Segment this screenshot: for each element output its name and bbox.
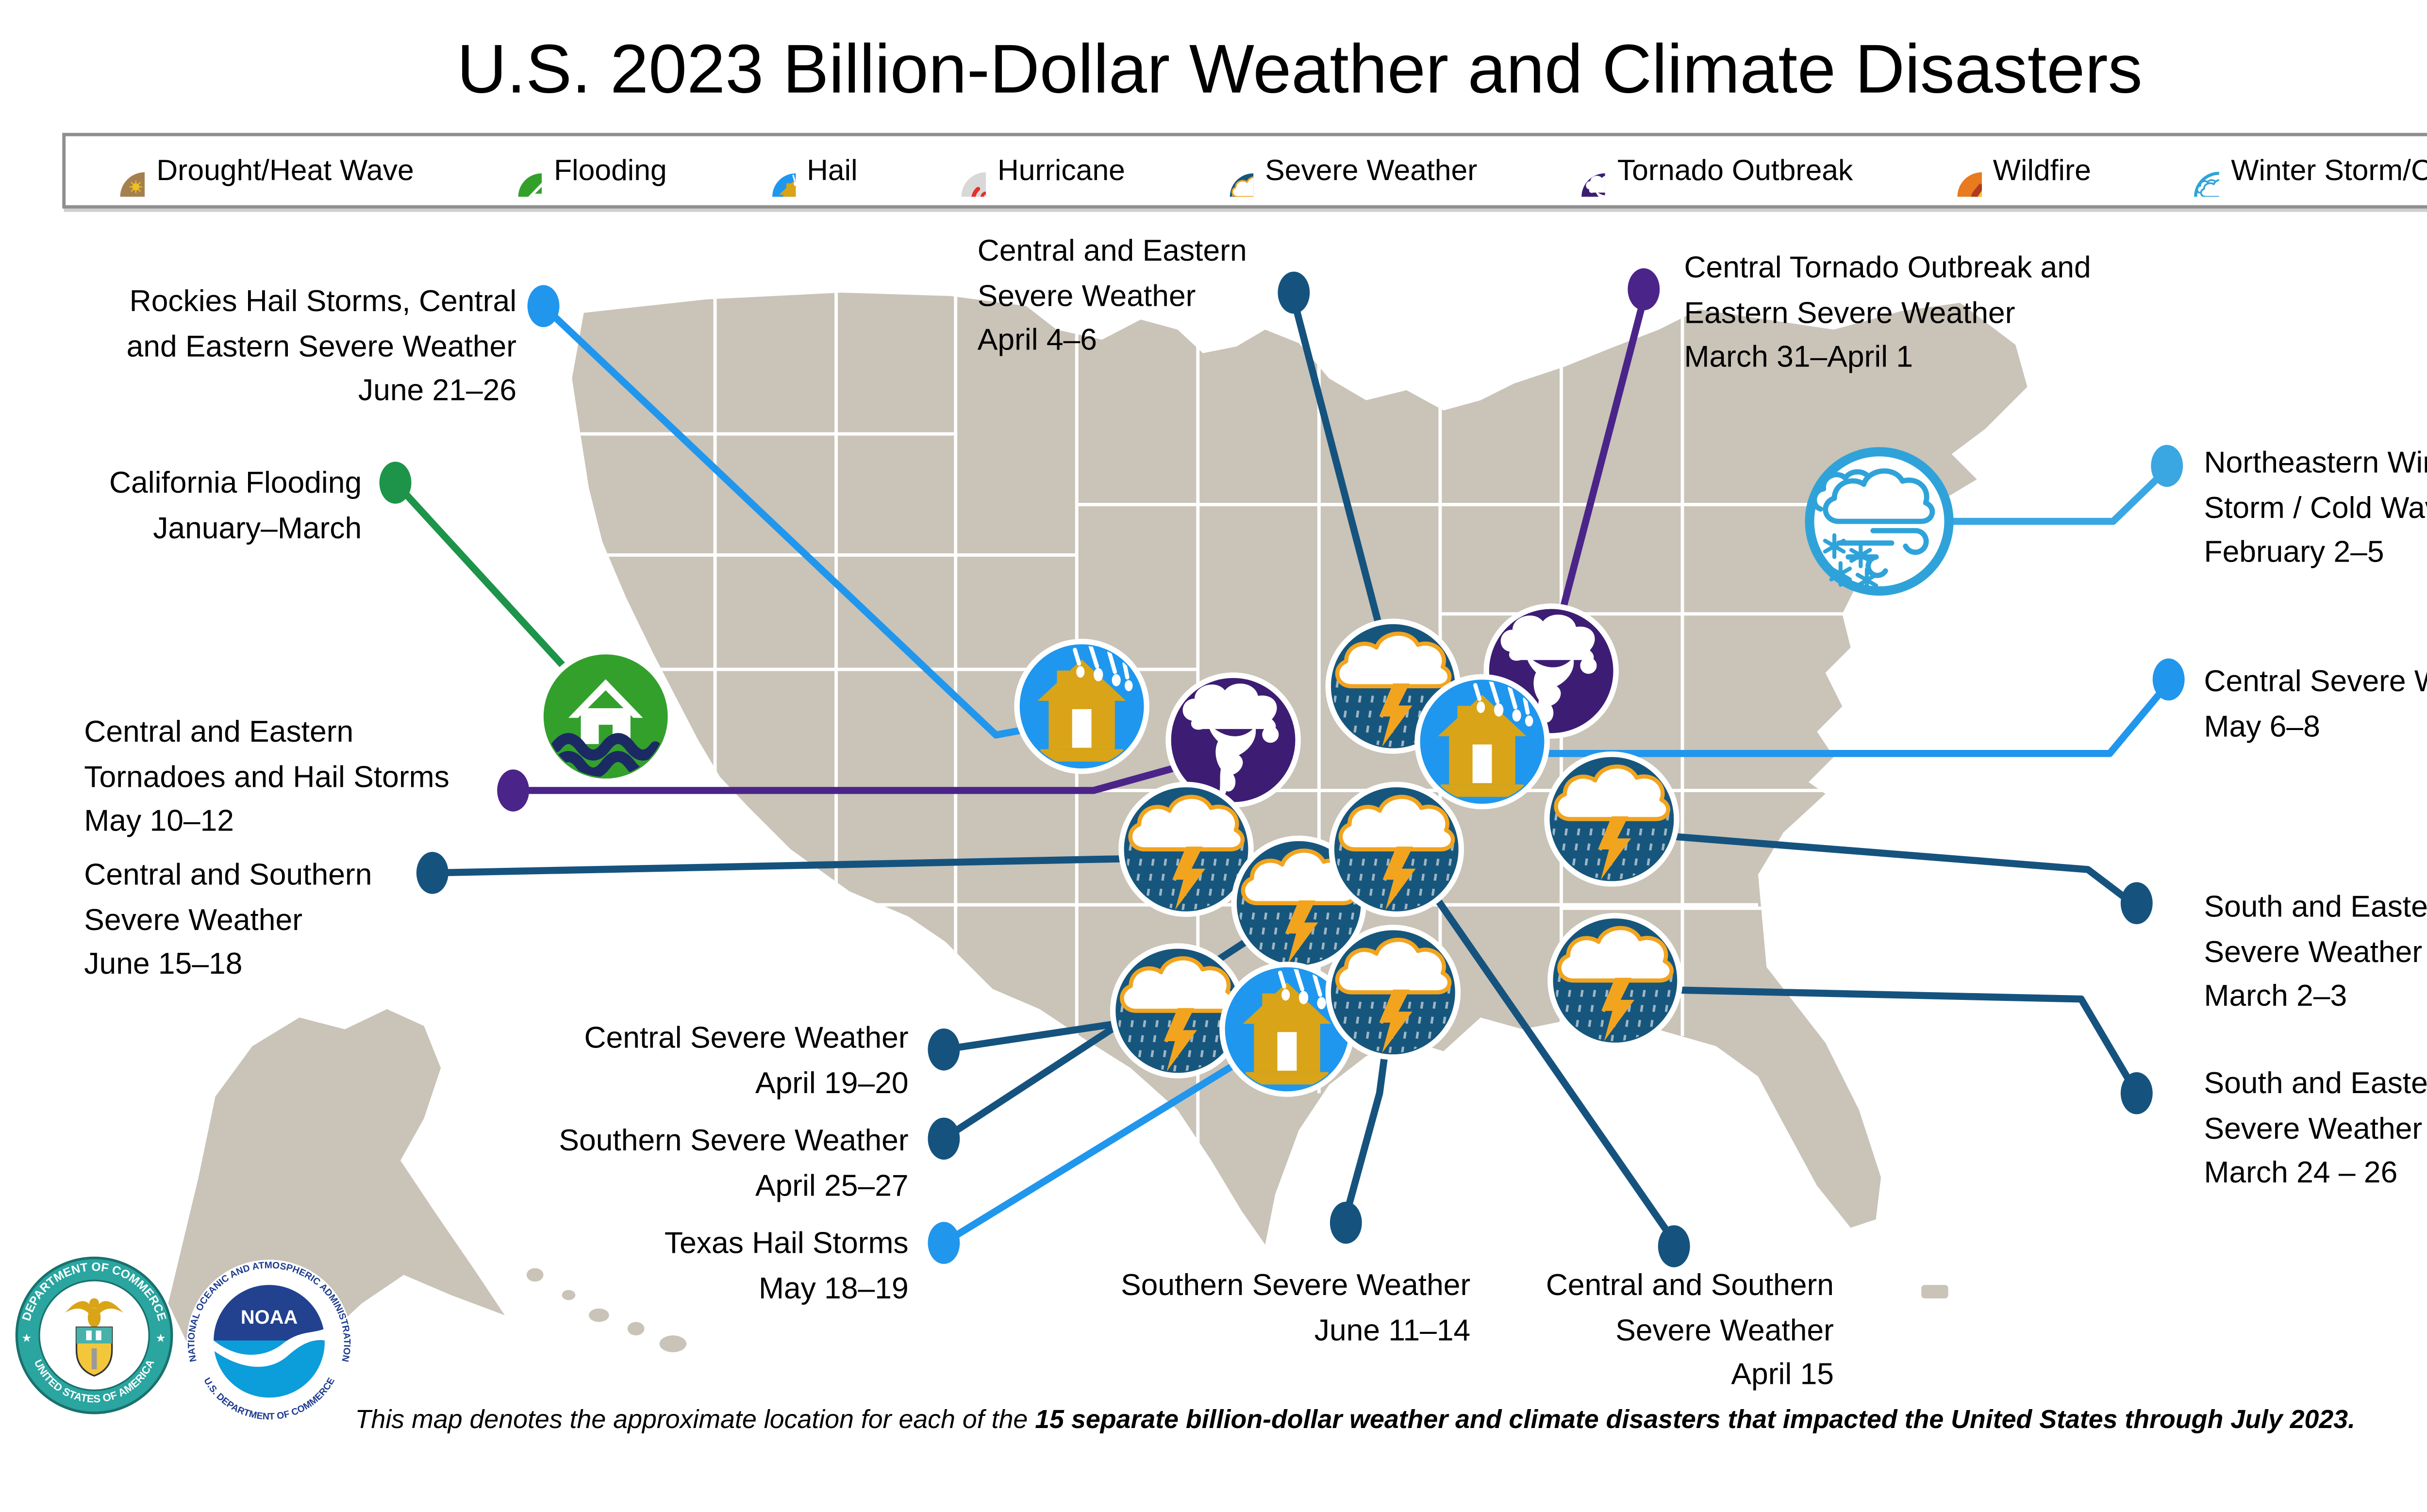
hail-marker-rockies-hail-storms <box>1017 642 1147 771</box>
leader-line-texas-hail-storms <box>942 1034 1280 1246</box>
puerto-rico <box>1921 1285 1948 1298</box>
star-icon: ★ <box>21 1331 32 1344</box>
callout-dot-central-severe-may-6-8 <box>2152 658 2185 701</box>
callout-dot-central-eastern-tornadoes-hail-may-10-12 <box>497 769 530 812</box>
noaa-bird-icon <box>214 1329 325 1367</box>
callout-dot-central-southern-severe-apr-15 <box>1658 1225 1690 1267</box>
severe-marker-central-southern-severe-jun-15-18 <box>1120 784 1251 915</box>
callout-dot-south-eastern-severe-mar-2-3 <box>2120 882 2153 924</box>
legend-item-severe-weather: Severe Weather <box>1201 145 1478 197</box>
legend-bar: Drought/Heat Wave Flooding Hail Hurrican… <box>62 133 2427 209</box>
callout-dots <box>379 268 2185 1267</box>
leader-line-northeastern-winter-storm <box>1909 466 2170 525</box>
alaska <box>168 1009 505 1346</box>
severe-marker-central-southern-severe-apr-15 <box>1330 784 1461 915</box>
legend-item-winter-storm: Winter Storm/Cold Wave <box>2167 145 2427 197</box>
legend-item-wildfire: Wildfire <box>1929 145 2091 197</box>
us-landmass <box>168 292 2028 1352</box>
leader-line-central-severe-may-6-8 <box>1506 681 2172 757</box>
callout-dot-texas-hail-storms <box>928 1222 960 1264</box>
svg-text:NOAA: NOAA <box>241 1307 298 1328</box>
doc-eagle-shield <box>65 1298 123 1377</box>
callout-dot-rockies-hail-storms <box>527 285 560 327</box>
callout-dot-central-eastern-severe-apr-4-6 <box>1278 271 1310 314</box>
map-caption: This map denotes the approximate locatio… <box>134 1406 2427 1436</box>
callout-dot-california-flooding <box>379 462 412 504</box>
leader-line-central-southern-severe-jun-15-18 <box>432 854 1175 877</box>
callout-dot-northeastern-winter-storm <box>2151 445 2183 487</box>
hail-marker-central-severe-may-6-8 <box>1417 677 1547 807</box>
callout-dot-southern-severe-apr-25-27 <box>928 1117 960 1160</box>
legend-label: Wildfire <box>1993 153 2091 187</box>
callout-dot-central-tornado-outbreak-mar31-apr1 <box>1628 268 1660 311</box>
page-title: U.S. 2023 Billion-Dollar Weather and Cli… <box>457 30 2143 108</box>
legend-item-tornado-outbreak: Tornado Outbreak <box>1553 145 1853 197</box>
severe-marker-south-eastern-severe-mar-2-3 <box>1546 754 1677 885</box>
legend-label: Hurricane <box>997 153 1125 187</box>
leader-line-central-tornado-outbreak-mar31-apr1 <box>1549 298 1647 648</box>
legend-label: Winter Storm/Cold Wave <box>2231 153 2427 187</box>
flood-marker-california-flooding <box>541 652 670 781</box>
noaa-emblem: NOAA <box>214 1285 325 1398</box>
legend-label: Severe Weather <box>1265 153 1478 187</box>
hawaii <box>526 1268 687 1352</box>
leader-line-central-eastern-severe-apr-4-6 <box>1290 298 1395 674</box>
star-icon: ★ <box>156 1331 166 1344</box>
legend-item-hail: Hail <box>743 145 858 197</box>
callout-dot-south-eastern-severe-mar-24-26 <box>2120 1072 2153 1114</box>
department-of-commerce-logo: DEPARTMENT OF COMMERCE UNITED STATES OF … <box>15 1256 173 1414</box>
callout-dot-southern-severe-jun-11-14 <box>1330 1201 1362 1244</box>
legend-label: Hail <box>807 153 858 187</box>
legend-item-flooding: Flooding <box>490 145 667 197</box>
severe-marker-southern-severe-jun-11-14 <box>1327 928 1458 1059</box>
noaa-logo: NATIONAL OCEANIC AND ATMOSPHERIC ADMINIS… <box>186 1260 352 1425</box>
leader-line-central-southern-severe-apr-15 <box>1413 867 1677 1244</box>
leader-line-south-eastern-severe-mar-24-26 <box>1628 985 2140 1095</box>
legend-item-hurricane: Hurricane <box>933 145 1125 197</box>
caption-bold: 15 separate billion-dollar weather and c… <box>1035 1406 2356 1435</box>
callout-dot-central-southern-severe-jun-15-18 <box>416 852 449 894</box>
caption-lead: This map denotes the approximate locatio… <box>355 1406 1035 1435</box>
legend-item-drought: Drought/Heat Wave <box>93 145 414 197</box>
legend-label: Tornado Outbreak <box>1617 153 1853 187</box>
callout-dot-central-severe-apr-19-20 <box>928 1028 960 1071</box>
severe-marker-south-eastern-severe-mar-24-26 <box>1549 916 1680 1047</box>
winter-marker-northeastern-winter-storm <box>1810 452 1949 591</box>
leader-line-south-eastern-severe-mar-2-3 <box>1623 829 2139 910</box>
legend-label: Drought/Heat Wave <box>156 153 414 187</box>
legend-label: Flooding <box>554 153 667 187</box>
